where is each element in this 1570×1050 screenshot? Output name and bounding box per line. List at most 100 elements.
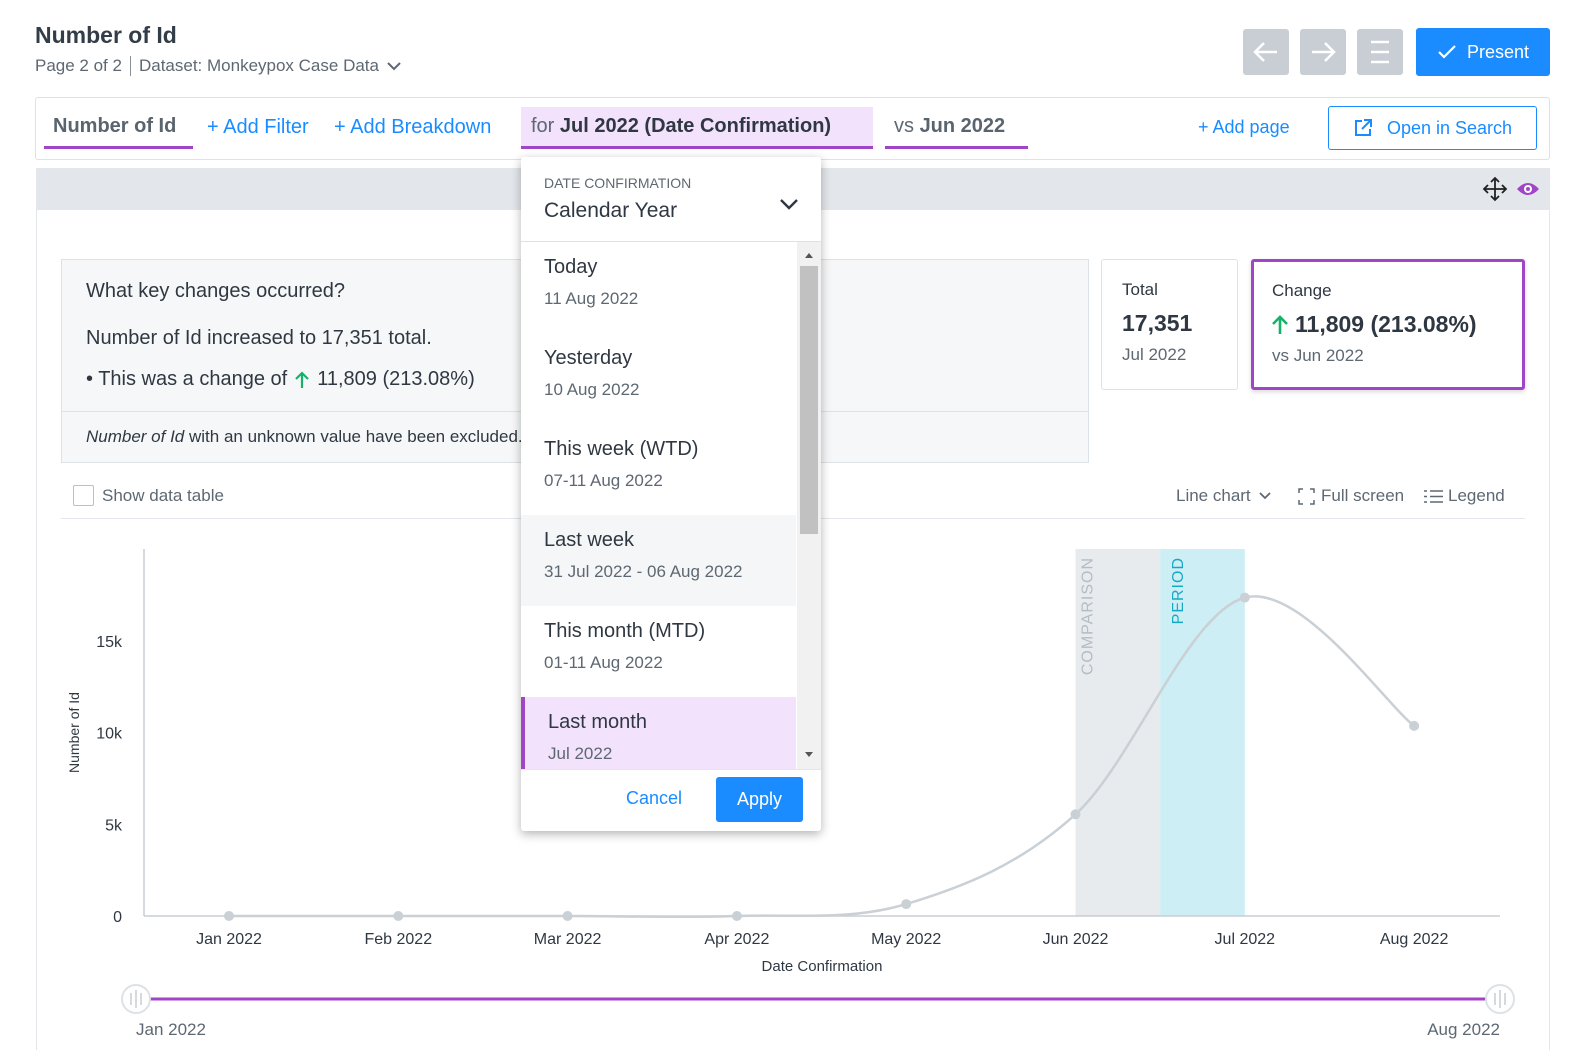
option-name: Last week [544,529,635,551]
show-table-label[interactable]: Show data table [102,486,224,505]
kpi-value: 17,351 [1122,310,1193,336]
full-screen-label: Full screen [1321,486,1405,505]
chart-type[interactable]: Line chart [1176,486,1271,506]
eye-icon[interactable] [1516,180,1540,198]
point [1070,809,1081,820]
kpi-label: Change [1272,281,1332,300]
chevron[interactable] [779,197,799,211]
kpi-value-row: 11,809 (213.08%) [1272,311,1522,338]
dataset[interactable]: Dataset: Monkeypox Case Data [138,56,379,75]
point [1239,592,1250,603]
add-filter[interactable]: + Add Filter [207,116,309,138]
option-name: Yesterday [544,347,633,369]
date-option[interactable]: This month (MTD) 01-11 Aug 2022 [521,606,796,697]
chevron [1259,492,1271,500]
for-prefix: for [531,115,555,137]
period-filter[interactable]: for Jul 2022 (Date Confirmation) [521,107,873,149]
apply-button[interactable]: Apply [716,777,803,822]
cancel-button[interactable]: Cancel [626,788,683,808]
legend-toggle[interactable]: Legend [1424,486,1505,506]
checkbox[interactable] [73,485,94,506]
y-tick-label: 5k [105,817,123,834]
add-breakdown[interactable]: + Add Breakdown [334,116,492,138]
dropdown-label: DATE CONFIRMATION [544,175,692,191]
date-option[interactable]: This week (WTD) 07-11 Aug 2022 [521,424,796,515]
date-option[interactable]: Last week 31 Jul 2022 - 06 Aug 2022 [521,515,796,606]
next-button[interactable] [1300,29,1346,75]
kpi-card[interactable]: Total 17,351 Jul 2022 [1101,259,1238,390]
point [901,899,912,910]
external-icon [1354,119,1372,136]
prev-button[interactable] [1243,29,1289,75]
insight-line: • This was a change of 11,809 (213.08%) [86,368,475,391]
insight-line: Number of Id increased to 17,351 total. [86,327,432,349]
dropdown-selected[interactable]: Calendar Year [544,199,678,222]
insight-value: 11,809 (213.08%) [317,368,475,390]
date-option[interactable]: Yesterday 10 Aug 2022 [521,333,796,424]
option-name: Today [544,256,598,278]
option-range: 11 Aug 2022 [544,289,639,308]
x-tick-label: May 2022 [871,931,941,948]
insight-note: Number of Id with an unknown value have … [86,427,523,447]
y-axis-title: Number of Id [66,692,82,773]
option-range: 01-11 Aug 2022 [544,653,663,672]
present-button[interactable]: Present [1416,28,1550,76]
x-tick-label: Apr 2022 [704,931,769,948]
menu-button[interactable] [1357,29,1403,75]
option-name: Last month [548,711,647,733]
x-tick-label: Mar 2022 [534,931,602,948]
open-search-button[interactable]: Open in Search [1328,106,1537,150]
chevron [387,62,401,71]
x-tick-label: Aug 2022 [1380,931,1449,948]
kpi-card[interactable]: Change 11,809 (213.08%) vs Jun 2022 [1251,259,1525,390]
page-indicator: Page 2 of 2 [35,56,122,75]
fullscreen-icon [1298,487,1315,505]
open-search-label: Open in Search [1386,117,1513,138]
date-dropdown: DATE CONFIRMATION Calendar Year Today 11 … [521,157,821,831]
x-axis-title: Date Confirmation [762,958,883,975]
add-page[interactable]: + Add page [1198,117,1290,137]
subtitle: Page 2 of 2 Dataset: Monkeypox Case Data [35,56,401,76]
handle-grip [130,990,142,1008]
x-tick-label: Jul 2022 [1215,931,1276,948]
scrollbar[interactable] [797,242,821,769]
divider [521,769,821,770]
x-tick-label: Jun 2022 [1043,931,1109,948]
metric-tab[interactable]: Number of Id [44,107,193,149]
legend-label: Legend [1448,486,1505,505]
option-name: This month (MTD) [544,620,706,642]
point [1409,720,1420,731]
x-tick-label: Jan 2022 [196,931,262,948]
insight-prefix: • This was a change of [86,368,288,390]
comparison-label: COMPARISON [1080,557,1097,675]
range-start: Jan 2022 [136,1020,206,1039]
date-option[interactable]: Last month Jul 2022 [521,697,796,769]
kpi-sub: Jul 2022 [1122,345,1187,364]
option-list: Today 11 Aug 2022 Yesterday 10 Aug 2022 This… [521,242,821,769]
note-text: with an unknown value have been excluded… [189,427,523,446]
option-range: 10 Aug 2022 [544,380,640,399]
divider [129,56,131,76]
x-tick-label: Feb 2022 [364,931,432,948]
up-arrow [1272,314,1288,334]
note-metric: Number of Id [86,427,185,446]
point [731,911,742,921]
handle-grip [1494,990,1506,1008]
y-tick-label: 0 [113,909,122,926]
y-tick-label: 15k [96,634,123,651]
date-option[interactable]: Today 11 Aug 2022 [521,242,796,333]
period-band [1160,549,1245,916]
check-icon [1438,45,1456,59]
period-label: PERIOD [1170,557,1187,624]
comparison-filter[interactable]: vs Jun 2022 [885,107,1028,149]
full-screen[interactable]: Full screen [1298,486,1404,506]
kpi-label: Total [1122,280,1158,299]
move-icon[interactable] [1482,176,1508,202]
list-icon [1424,489,1443,503]
point [393,911,404,921]
chart-type-label: Line chart [1176,486,1251,505]
option-range: Jul 2022 [548,744,613,763]
point [224,911,234,921]
